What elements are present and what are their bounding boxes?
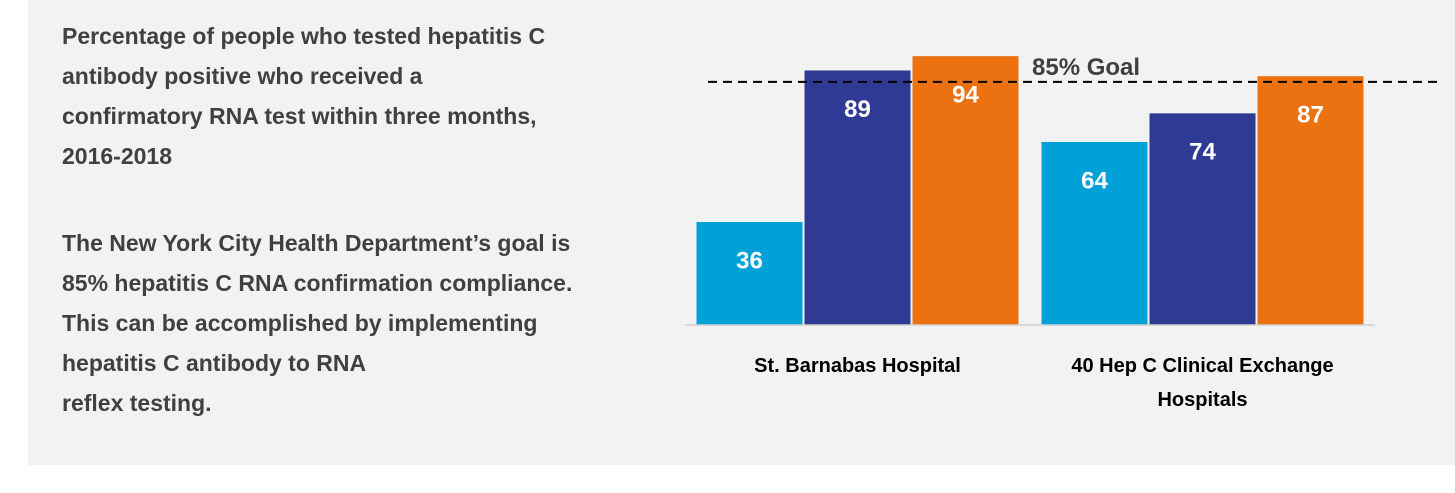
bar <box>696 222 803 325</box>
goal-label: 85% Goal <box>1032 54 1140 81</box>
body-text: The New York City Health Department’s go… <box>62 230 573 416</box>
data-label: 94 <box>952 82 979 109</box>
bar <box>804 70 911 326</box>
data-label: 36 <box>736 247 763 274</box>
data-label: 74 <box>1189 139 1216 166</box>
title: Percentage of people who tested hepatiti… <box>62 23 546 169</box>
data-label: 64 <box>1081 167 1108 194</box>
bar <box>912 56 1019 325</box>
data-label: 89 <box>844 96 871 123</box>
x-tick-label: St. Barnabas Hospital <box>754 355 961 377</box>
bar <box>1257 76 1364 326</box>
bar <box>1149 113 1256 325</box>
data-label: 87 <box>1297 102 1324 129</box>
bar <box>1041 141 1148 325</box>
x-tick-label: 40 Hep C Clinical Exchange Hospitals <box>1071 355 1334 411</box>
